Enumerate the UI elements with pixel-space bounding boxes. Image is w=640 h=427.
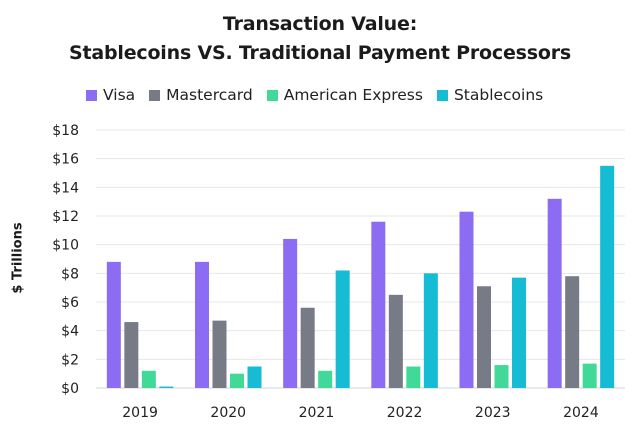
gridlines — [96, 129, 625, 389]
bar-mastercard-2022 — [388, 294, 403, 388]
legend-swatch-mastercard — [149, 89, 161, 101]
x-tick-label: 2023 — [475, 405, 511, 421]
y-axis-ticks: $0 $2 $4 $6 $8 $10 $12 $14 $16 $18 — [52, 123, 79, 397]
bar-american-express-2021 — [318, 370, 333, 388]
x-axis-ticks: 2019 2020 2021 2022 2023 2024 — [122, 405, 599, 421]
y-tick-label: $8 — [61, 266, 79, 282]
legend-swatch-american-express — [266, 89, 278, 101]
bar-stablecoins-2023 — [512, 277, 526, 388]
bar-stablecoins-2019 — [159, 386, 174, 388]
y-tick-label: $12 — [52, 209, 79, 225]
bar-american-express-2020 — [230, 373, 244, 388]
legend-label-stablecoins: Stablecoins — [453, 86, 544, 104]
bar-visa-2020 — [195, 261, 209, 388]
bar-visa-2022 — [371, 221, 386, 388]
y-tick-label: $4 — [61, 324, 79, 340]
bar-mastercard-2021 — [300, 307, 315, 388]
x-tick-label: 2024 — [563, 405, 599, 421]
chart-title: Transaction Value: — [222, 13, 418, 35]
legend-item-visa: Visa — [86, 86, 135, 104]
legend-item-stablecoins: Stablecoins — [436, 86, 544, 104]
x-tick-label: 2021 — [299, 405, 335, 421]
y-tick-label: $6 — [61, 295, 79, 311]
legend-label-visa: Visa — [103, 86, 136, 104]
legend: Visa Mastercard American Express Stablec… — [86, 86, 557, 104]
bar-american-express-2023 — [494, 365, 509, 388]
y-tick-label: $10 — [52, 238, 79, 254]
x-tick-label: 2019 — [122, 405, 158, 421]
y-tick-label: $14 — [52, 180, 79, 196]
bar-visa-2019 — [106, 261, 121, 388]
y-tick-label: $16 — [52, 152, 79, 168]
chart-subtitle: Stablecoins VS. Traditional Payment Proc… — [69, 42, 571, 64]
y-tick-label: $0 — [61, 381, 79, 397]
bar-stablecoins-2022 — [423, 273, 438, 388]
legend-label-mastercard: Mastercard — [166, 86, 253, 104]
bar-mastercard-2023 — [477, 286, 491, 388]
bar-american-express-2024 — [582, 363, 597, 388]
y-tick-label: $18 — [52, 123, 79, 139]
bar-stablecoins-2021 — [335, 270, 350, 388]
legend-swatch-stablecoins — [436, 89, 448, 101]
legend-label-american-express: American Express — [283, 86, 423, 104]
legend-item-mastercard: Mastercard — [149, 86, 253, 104]
bar-mastercard-2024 — [565, 276, 580, 388]
bar-american-express-2019 — [141, 370, 156, 388]
legend-item-american-express: American Express — [266, 86, 423, 104]
bar-visa-2024 — [547, 198, 562, 388]
bars — [106, 165, 615, 388]
bar-mastercard-2019 — [124, 322, 139, 388]
x-tick-label: 2020 — [210, 405, 246, 421]
legend-swatch-visa — [86, 89, 97, 101]
bar-stablecoins-2020 — [247, 366, 262, 388]
bar-american-express-2022 — [406, 366, 421, 388]
bar-visa-2023 — [459, 211, 474, 388]
x-tick-label: 2022 — [387, 405, 423, 421]
bar-stablecoins-2024 — [600, 165, 615, 388]
bar-visa-2021 — [283, 238, 298, 388]
y-tick-label: $2 — [61, 352, 79, 368]
bar-mastercard-2020 — [212, 320, 227, 388]
